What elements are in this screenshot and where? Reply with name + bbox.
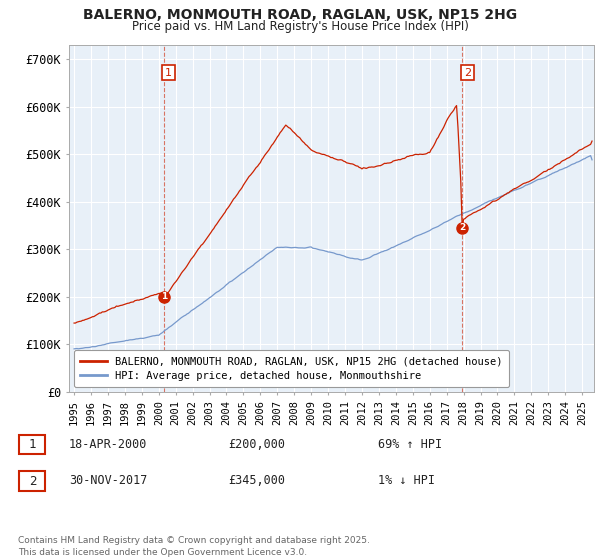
Text: 2: 2 — [459, 223, 466, 232]
Text: Contains HM Land Registry data © Crown copyright and database right 2025.
This d: Contains HM Land Registry data © Crown c… — [18, 536, 370, 557]
Text: £345,000: £345,000 — [228, 474, 285, 487]
Text: BALERNO, MONMOUTH ROAD, RAGLAN, USK, NP15 2HG: BALERNO, MONMOUTH ROAD, RAGLAN, USK, NP1… — [83, 8, 517, 22]
Text: 69% ↑ HPI: 69% ↑ HPI — [378, 437, 442, 451]
Text: 1% ↓ HPI: 1% ↓ HPI — [378, 474, 435, 487]
Text: £200,000: £200,000 — [228, 437, 285, 451]
Text: 1: 1 — [161, 292, 167, 301]
Text: 1: 1 — [29, 438, 36, 451]
Text: 30-NOV-2017: 30-NOV-2017 — [69, 474, 148, 487]
FancyBboxPatch shape — [19, 435, 46, 454]
Legend: BALERNO, MONMOUTH ROAD, RAGLAN, USK, NP15 2HG (detached house), HPI: Average pri: BALERNO, MONMOUTH ROAD, RAGLAN, USK, NP1… — [74, 350, 509, 387]
Text: Price paid vs. HM Land Registry's House Price Index (HPI): Price paid vs. HM Land Registry's House … — [131, 20, 469, 32]
FancyBboxPatch shape — [19, 472, 46, 491]
Text: 2: 2 — [29, 474, 36, 488]
Text: 2: 2 — [464, 68, 471, 78]
Text: 1: 1 — [165, 68, 172, 78]
Text: 18-APR-2000: 18-APR-2000 — [69, 437, 148, 451]
